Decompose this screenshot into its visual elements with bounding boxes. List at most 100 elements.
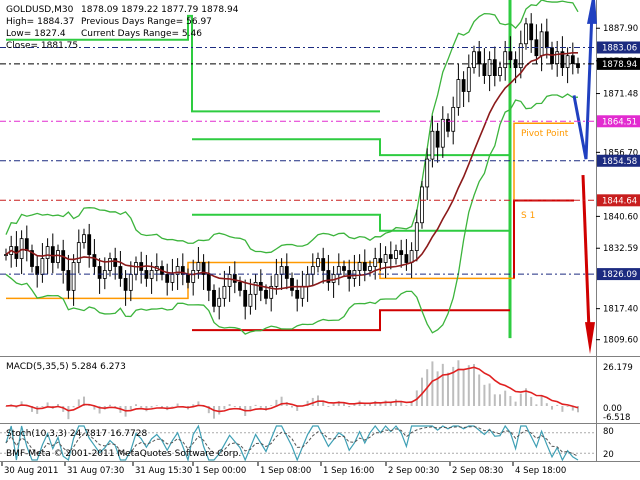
candle-body bbox=[539, 31, 544, 57]
price-axis[interactable]: 1887.901879.711871.481856.701840.601832.… bbox=[596, 24, 640, 346]
time-tick-label: 31 Aug 07:30 bbox=[67, 466, 124, 476]
macd-histogram-bar bbox=[509, 396, 512, 406]
candle-body bbox=[420, 186, 424, 224]
candle-body bbox=[165, 274, 170, 283]
resistance-level-line bbox=[6, 14, 380, 113]
candle-body bbox=[466, 67, 471, 92]
candle-body bbox=[201, 262, 206, 275]
horizontal-lines bbox=[0, 46, 596, 275]
candle-body bbox=[394, 250, 398, 259]
candle-body bbox=[227, 274, 232, 287]
candle-body bbox=[404, 254, 409, 263]
candle-body bbox=[66, 270, 71, 291]
macd-histogram-bar bbox=[483, 384, 486, 406]
candle-body bbox=[492, 59, 497, 76]
macd-histogram-bar bbox=[551, 406, 553, 410]
candle-body bbox=[217, 297, 222, 307]
macd-histogram-bar bbox=[306, 400, 309, 406]
s1-label: S 1 bbox=[521, 211, 535, 221]
macd-histogram-bar bbox=[93, 406, 96, 410]
macd-histogram-bar bbox=[473, 364, 475, 406]
price-tag-box bbox=[597, 115, 640, 128]
stoch-main-line bbox=[5, 424, 579, 463]
macd-tick: 26.179 bbox=[603, 363, 633, 373]
time-tick-label: 1 Sep 00:00 bbox=[195, 466, 246, 476]
time-tick-label: 2 Sep 00:30 bbox=[388, 466, 439, 476]
high-label: High= 1884.37 bbox=[6, 17, 74, 27]
prev-range-label: Previous Days Range= 56.97 bbox=[81, 17, 212, 27]
candle-body bbox=[383, 254, 388, 263]
stoch-tick: 80 bbox=[603, 427, 614, 437]
macd-histogram-bar bbox=[15, 406, 18, 409]
macd-histogram-bar bbox=[135, 404, 137, 406]
candle-body bbox=[196, 262, 201, 271]
macd-histogram-bar bbox=[36, 406, 39, 414]
pivot-level-line bbox=[6, 261, 510, 300]
time-axis[interactable]: 30 Aug 2011 31 Aug 07:30 31 Aug 15:30 1 Sep… bbox=[1, 462, 566, 476]
price-tag-label: 1826.09 bbox=[602, 270, 637, 280]
macd-histogram-bar bbox=[337, 401, 340, 406]
candle-body bbox=[305, 274, 310, 287]
macd-histogram-bar bbox=[577, 406, 579, 413]
macd-histogram-bar bbox=[389, 402, 392, 406]
macd-histogram-bar bbox=[421, 377, 423, 406]
blue-arrow-head bbox=[587, 0, 597, 24]
macd-histogram-bar bbox=[72, 406, 75, 408]
macd-histogram-bar bbox=[436, 371, 439, 406]
candle-body bbox=[206, 274, 211, 291]
candle-body bbox=[264, 289, 268, 299]
price-tick-label: 1887.90 bbox=[603, 24, 638, 34]
macd-histogram-bar bbox=[239, 406, 241, 410]
price-tag-label: 1878.94 bbox=[602, 60, 637, 70]
red-arrow-head bbox=[585, 322, 595, 354]
candlestick-series bbox=[4, 13, 580, 320]
macd-histogram-bar bbox=[410, 400, 413, 406]
macd-histogram-bar bbox=[519, 393, 522, 406]
candle-body bbox=[61, 250, 66, 271]
macd-histogram-bar bbox=[561, 406, 564, 412]
candle-body bbox=[456, 79, 461, 108]
candle-body bbox=[570, 55, 575, 65]
macd-histogram-bar bbox=[353, 403, 356, 406]
candle-body bbox=[123, 278, 128, 291]
candle-body bbox=[76, 242, 81, 263]
candle-body bbox=[487, 59, 492, 76]
macd-histogram-bar bbox=[171, 406, 174, 407]
macd-histogram-bar bbox=[265, 406, 267, 411]
candle-body bbox=[248, 293, 253, 307]
price-tick-label: 1871.48 bbox=[603, 90, 638, 100]
candle-body bbox=[56, 250, 60, 263]
time-tick-label: 1 Sep 16:00 bbox=[323, 466, 374, 476]
candle-body bbox=[461, 79, 466, 92]
candle-body bbox=[284, 266, 289, 279]
macd-histogram-bar bbox=[327, 406, 330, 407]
macd-histogram-bar bbox=[270, 405, 273, 406]
macd-histogram-bar bbox=[462, 369, 465, 406]
candle-body bbox=[336, 266, 341, 275]
candle-body bbox=[290, 278, 294, 291]
macd-histogram-bar bbox=[249, 406, 252, 411]
price-tick-label: 1856.70 bbox=[603, 148, 638, 158]
macd-histogram-bar bbox=[228, 404, 231, 406]
stoch-tick: 20 bbox=[603, 450, 614, 460]
candle-body bbox=[191, 270, 196, 283]
macd-histogram-bar bbox=[322, 401, 325, 406]
support-resistance-levels bbox=[6, 0, 574, 339]
macd-histogram-bar bbox=[566, 406, 569, 407]
candle-body bbox=[50, 246, 55, 263]
candle-body bbox=[45, 246, 50, 259]
candle-body bbox=[40, 258, 45, 275]
candle-body bbox=[560, 51, 565, 69]
moving-average-line bbox=[5, 51, 578, 290]
price-tag-box bbox=[597, 268, 640, 281]
macd-histogram-bar bbox=[311, 397, 314, 406]
macd-histogram-bar bbox=[197, 401, 200, 406]
macd-tick: -6.518 bbox=[603, 413, 630, 423]
macd-histogram-bar bbox=[223, 406, 226, 410]
candle-body bbox=[357, 262, 362, 271]
candle-body bbox=[253, 282, 258, 295]
macd-indicator bbox=[5, 360, 579, 420]
price-tag-label: 1883.06 bbox=[602, 43, 637, 53]
macd-histogram-bar bbox=[176, 403, 179, 406]
